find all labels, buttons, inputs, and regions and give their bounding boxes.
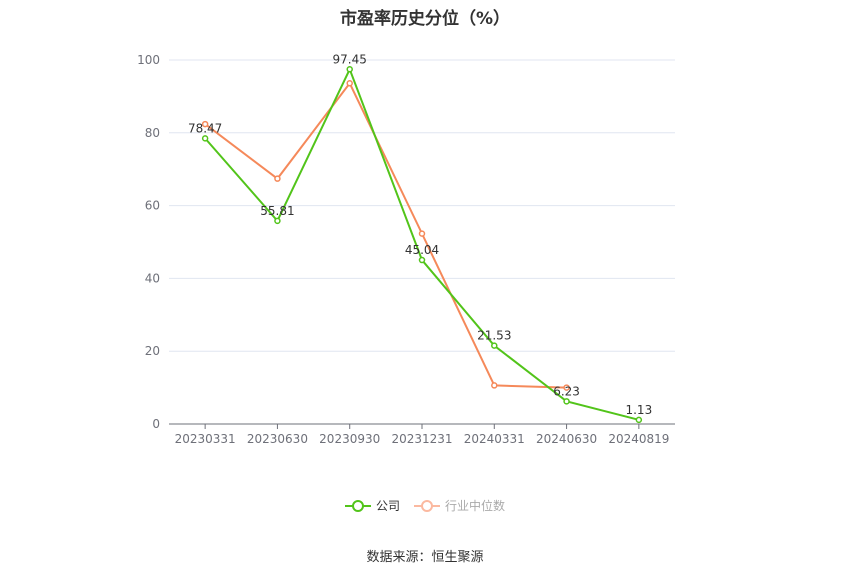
data-label: 45.04 (405, 243, 439, 257)
legend-marker-icon (344, 499, 371, 512)
y-tick-label: 40 (145, 271, 160, 285)
data-point (491, 342, 498, 349)
y-tick-label: 0 (152, 417, 160, 431)
data-label: 21.53 (477, 329, 511, 343)
data-point (635, 416, 643, 424)
data-label: 6.23 (553, 384, 580, 398)
y-tick-label: 20 (145, 344, 160, 358)
data-label: 78.47 (188, 121, 222, 135)
data-label: 97.45 (333, 52, 367, 66)
data-point (563, 398, 570, 405)
chart-title: 市盈率历史分位（%） (339, 9, 511, 29)
data-point (491, 382, 498, 389)
y-tick-label: 60 (145, 199, 160, 213)
data-point (201, 135, 209, 142)
x-tick-label: 20230630 (247, 432, 308, 446)
legend-item-industry-median[interactable]: 行业中位数 (414, 497, 505, 514)
data-point (346, 80, 353, 87)
x-tick-label: 20240331 (464, 432, 525, 446)
series-line-industry-median (204, 81, 567, 389)
data-point (563, 384, 570, 391)
legend-label: 行业中位数 (445, 499, 506, 513)
data-point (418, 230, 426, 237)
data-point (274, 217, 281, 225)
legend-item-company[interactable]: 公司 (344, 497, 400, 514)
x-tick-label: 20230331 (175, 432, 236, 446)
x-tick-label: 20231231 (391, 432, 452, 446)
x-tick-label: 20240630 (536, 432, 597, 446)
data-point (346, 66, 353, 73)
data-label: 55.81 (260, 204, 294, 218)
data-source: 数据来源：恒生聚源 (366, 550, 484, 565)
legend-label: 公司 (375, 499, 400, 513)
x-tick-label: 20240819 (608, 432, 669, 446)
legend: 公司 行业中位数 (0, 497, 850, 514)
legend-marker-icon (414, 499, 440, 512)
data-label: 1.13 (625, 403, 652, 417)
data-point (201, 120, 209, 128)
y-tick-label: 80 (145, 126, 160, 140)
x-tick-label: 20230930 (319, 432, 380, 446)
y-tick-label: 100 (137, 53, 160, 67)
data-point (274, 175, 281, 182)
data-point (418, 256, 426, 264)
